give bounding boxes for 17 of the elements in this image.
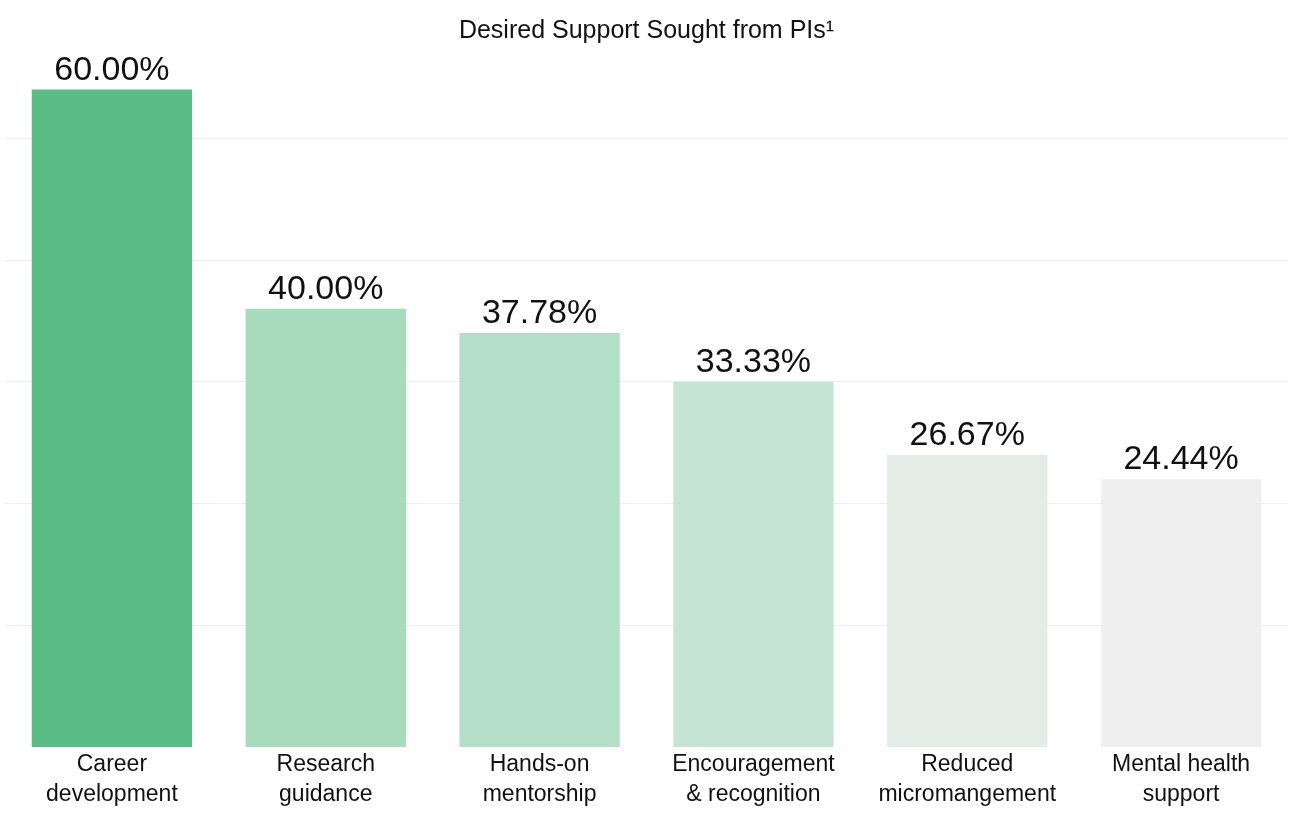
x-tick-label: Encouragement & recognition [672, 750, 836, 806]
data-label: 33.33% [695, 340, 812, 379]
x-tick-label: Mental health support [1112, 750, 1251, 806]
data-label: 24.44% [1123, 438, 1239, 477]
x-tick-label: Reduced micromangement [878, 750, 1057, 806]
bar [245, 308, 406, 747]
x-tick-label: Career development [46, 750, 179, 806]
x-tick-label: Hands-on mentorship [482, 750, 597, 806]
bar [31, 89, 193, 747]
data-label: 26.67% [909, 413, 1025, 452]
x-tick-label: Research guidance [276, 750, 375, 806]
data-label: 37.78% [481, 292, 598, 331]
bar [459, 333, 620, 747]
chart-title: Desired Support Sought from PIs¹ [458, 14, 835, 43]
data-label: 40.00% [268, 267, 384, 306]
bar [673, 381, 834, 747]
data-label: 60.00% [54, 48, 170, 87]
